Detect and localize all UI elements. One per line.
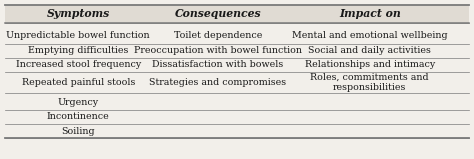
Text: Roles, commitments and
responsibilities: Roles, commitments and responsibilities (310, 73, 429, 92)
Text: Emptying difficulties: Emptying difficulties (28, 46, 128, 55)
Text: Toilet dependence: Toilet dependence (174, 31, 262, 40)
Text: Mental and emotional wellbeing: Mental and emotional wellbeing (292, 31, 447, 40)
Text: Consequences: Consequences (175, 8, 261, 19)
Text: Repeated painful stools: Repeated painful stools (21, 78, 135, 87)
Text: Soiling: Soiling (62, 127, 95, 136)
Text: Unpredictable bowel function: Unpredictable bowel function (6, 31, 150, 40)
Text: Dissatisfaction with bowels: Dissatisfaction with bowels (153, 60, 283, 69)
Text: Relationships and intimacy: Relationships and intimacy (305, 60, 435, 69)
Bar (5, 5, 469, 23)
Text: Incontinence: Incontinence (47, 112, 109, 121)
Text: Symptoms: Symptoms (46, 8, 110, 19)
Text: Urgency: Urgency (58, 98, 99, 107)
Text: Social and daily activities: Social and daily activities (308, 46, 431, 55)
Text: Strategies and compromises: Strategies and compromises (149, 78, 287, 87)
Text: Impact on: Impact on (339, 8, 401, 19)
Text: Preoccupation with bowel function: Preoccupation with bowel function (134, 46, 302, 55)
Text: Increased stool frequency: Increased stool frequency (16, 60, 141, 69)
